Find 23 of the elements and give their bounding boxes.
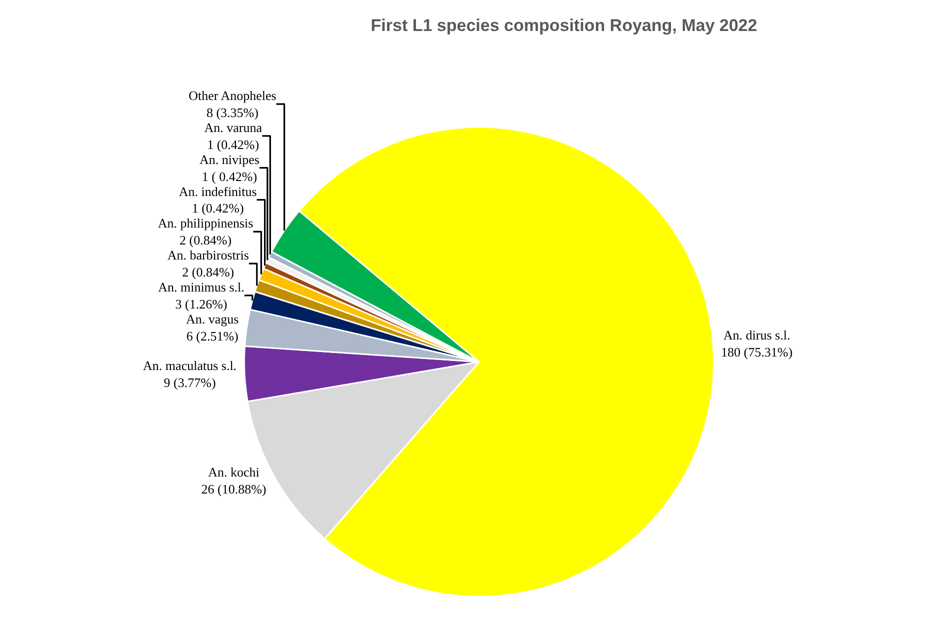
slice-label: An. nivipes — [200, 152, 260, 167]
slice-label: An. philippinensis — [158, 216, 254, 231]
data-label: 1 (0.42%) — [192, 200, 244, 216]
data-label: 3 (1.26%) — [175, 296, 228, 312]
data-label: 2 (0.84%) — [182, 264, 234, 280]
data-label: 6 (2.51%) — [186, 328, 238, 344]
data-label: 180 (75.31%) — [721, 344, 793, 360]
data-label: 8 (3.35%) — [206, 105, 258, 120]
chart-title: First L1 species composition Royang, May 2022 — [370, 16, 758, 36]
slice-label: An. maculatus s.l. — [143, 358, 237, 373]
slice-label: An. kochi — [208, 464, 260, 480]
data-label: 1 ( 0.42%) — [202, 168, 258, 184]
slice-label: An. dirus s.l. — [723, 328, 790, 343]
slice-label: An. barbirostris — [167, 248, 249, 263]
data-label: 1 (0.42%) — [207, 136, 260, 152]
slice-label: An. indefinitus — [178, 184, 257, 199]
data-label: 9 (3.77%) — [164, 374, 216, 390]
slice-label: An. minimus s.l. — [158, 280, 244, 295]
slice-label: An. vagus — [186, 311, 239, 326]
data-label: 2 (0.84%) — [180, 232, 232, 248]
slice-label: An. varuna — [204, 120, 262, 135]
slice-label: Other Anopheles — [188, 88, 276, 104]
data-label: 26 (10.88%) — [201, 481, 266, 496]
